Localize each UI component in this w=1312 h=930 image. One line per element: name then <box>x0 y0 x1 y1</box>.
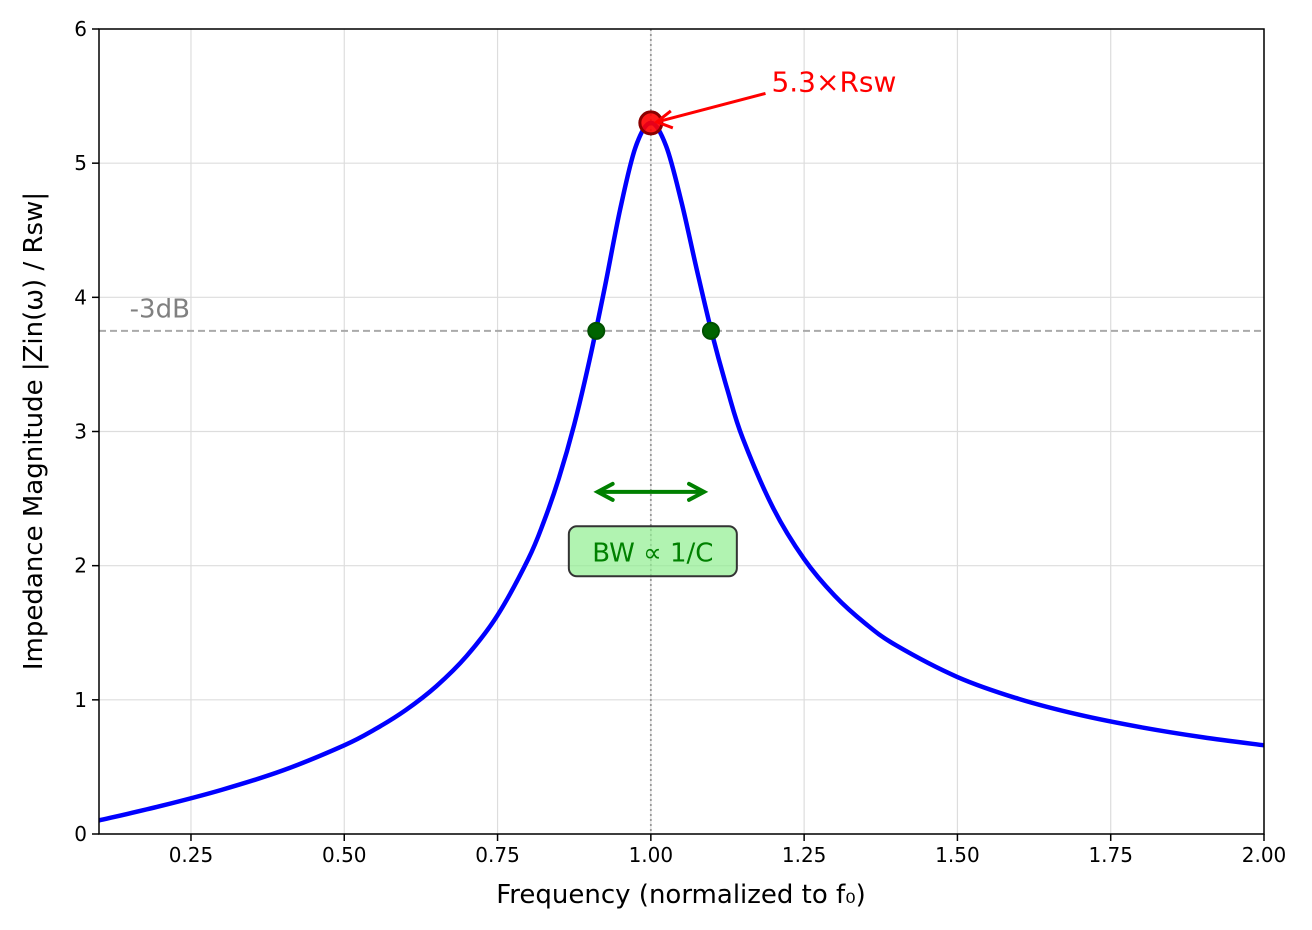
y-axis-label: Impedance Magnitude |Zin(ω) / Rsw| <box>19 192 49 670</box>
x-tick-label: 1.50 <box>935 843 980 867</box>
x-tick-label: 1.75 <box>1088 843 1133 867</box>
y-tick-label: 5 <box>74 151 87 175</box>
y-tick-label: 1 <box>74 688 87 712</box>
y-tick-label: 4 <box>74 285 87 309</box>
half-power-point <box>587 321 606 340</box>
grid-lines <box>99 28 1265 835</box>
x-tick-label: 0.75 <box>475 843 520 867</box>
x-tick-label: 0.50 <box>322 843 367 867</box>
y-ticks: 0 1 2 3 4 5 6 <box>74 17 99 846</box>
peak-annotation-arrowhead <box>653 109 674 130</box>
y-tick-label: 0 <box>74 822 87 846</box>
x-tick-label: 1.25 <box>782 843 827 867</box>
bandwidth-arrowhead-right <box>687 481 709 502</box>
y-tick-label: 6 <box>74 17 87 41</box>
peak-annotation-arrow <box>656 91 766 124</box>
half-power-point <box>701 321 720 340</box>
peak-annotation-label: 5.3×Rsw <box>771 66 896 99</box>
minus-3db-label: -3dB <box>130 294 190 324</box>
x-axis-label: Frequency (normalized to f₀) <box>496 880 866 910</box>
x-tick-label: 2.00 <box>1242 843 1287 867</box>
bandwidth-arrowhead-left <box>593 481 615 502</box>
x-ticks: 0.25 0.50 0.75 1.00 1.25 1.50 1.75 2.00 <box>169 834 1287 867</box>
y-tick-label: 2 <box>74 554 87 578</box>
bandwidth-label: BW ∝ 1/C <box>592 538 713 568</box>
markers <box>587 91 766 340</box>
impedance-curve <box>98 120 1265 823</box>
reference-lines <box>99 29 1264 834</box>
bandwidth-label-box <box>567 525 738 578</box>
x-tick-label: 0.25 <box>169 843 214 867</box>
x-tick-label: 1.00 <box>629 843 674 867</box>
bandwidth-annotation: BW ∝ 1/C <box>567 481 738 578</box>
y-tick-label: 3 <box>74 420 87 444</box>
